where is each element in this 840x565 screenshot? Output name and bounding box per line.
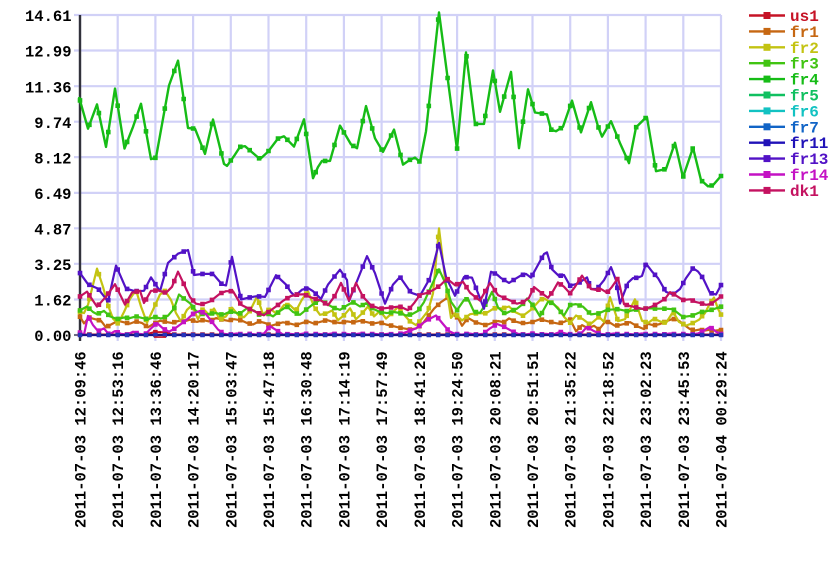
svg-text:2011-07-03 23:02:23: 2011-07-03 23:02:23 [638,351,656,528]
svg-text:2011-07-03 15:03:47: 2011-07-03 15:03:47 [223,351,241,528]
svg-text:fr7: fr7 [790,119,819,137]
svg-text:2011-07-03 15:47:18: 2011-07-03 15:47:18 [261,351,279,528]
svg-text:2011-07-03 18:41:20: 2011-07-03 18:41:20 [412,351,430,528]
svg-text:2011-07-04 00:29:24: 2011-07-04 00:29:24 [714,351,732,528]
svg-text:fr14: fr14 [790,167,829,185]
svg-text:0.00: 0.00 [34,328,71,346]
svg-text:6.49: 6.49 [34,186,71,204]
svg-text:fr4: fr4 [790,72,819,90]
svg-text:fr13: fr13 [790,151,828,169]
svg-text:8.12: 8.12 [34,150,71,168]
svg-text:2011-07-03 12:09:46: 2011-07-03 12:09:46 [73,351,91,528]
svg-text:2011-07-03 20:08:21: 2011-07-03 20:08:21 [487,351,505,528]
svg-text:fr5: fr5 [790,88,819,106]
svg-text:12.99: 12.99 [25,44,72,62]
svg-text:1.62: 1.62 [34,293,71,311]
svg-text:dk1: dk1 [790,183,819,201]
svg-text:4.87: 4.87 [34,222,71,240]
svg-text:9.74: 9.74 [34,115,71,133]
svg-text:14.61: 14.61 [25,8,72,26]
svg-text:2011-07-03 22:18:52: 2011-07-03 22:18:52 [600,351,618,528]
svg-text:2011-07-03 20:51:51: 2011-07-03 20:51:51 [525,351,543,528]
svg-text:2011-07-03 17:14:19: 2011-07-03 17:14:19 [336,351,354,528]
svg-text:11.36: 11.36 [25,79,72,97]
svg-text:2011-07-03 12:53:16: 2011-07-03 12:53:16 [110,351,128,528]
svg-text:2011-07-03 23:45:53: 2011-07-03 23:45:53 [676,351,694,528]
svg-text:2011-07-03 13:36:46: 2011-07-03 13:36:46 [148,351,166,528]
svg-text:2011-07-03 16:30:48: 2011-07-03 16:30:48 [299,351,317,528]
svg-text:fr11: fr11 [790,135,828,153]
svg-text:3.25: 3.25 [34,257,71,275]
svg-text:us1: us1 [790,8,819,26]
svg-text:fr6: fr6 [790,103,819,121]
svg-text:2011-07-03 14:20:17: 2011-07-03 14:20:17 [186,351,204,528]
svg-text:fr1: fr1 [790,24,819,42]
svg-text:fr3: fr3 [790,56,819,74]
svg-text:fr2: fr2 [790,40,819,58]
svg-text:2011-07-03 21:35:22: 2011-07-03 21:35:22 [563,351,581,528]
svg-text:2011-07-03 19:24:50: 2011-07-03 19:24:50 [450,351,468,528]
svg-text:2011-07-03 17:57:49: 2011-07-03 17:57:49 [374,351,392,528]
